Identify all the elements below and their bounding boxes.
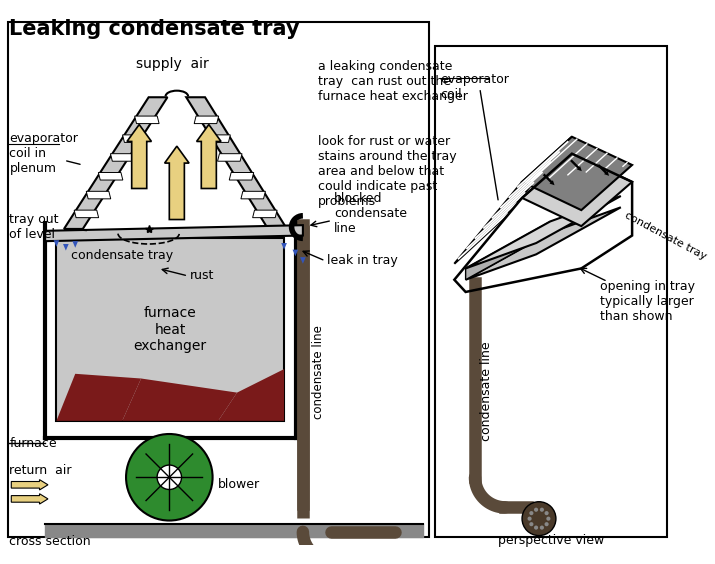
Text: tray out
of level: tray out of level: [9, 213, 59, 241]
Polygon shape: [218, 369, 284, 421]
Polygon shape: [194, 116, 219, 124]
Polygon shape: [465, 222, 551, 280]
Polygon shape: [522, 153, 632, 226]
Polygon shape: [54, 240, 59, 247]
Text: look for rust or water
stains around the tray
area and below that
could indicate: look for rust or water stains around the…: [318, 135, 457, 208]
Text: blower: blower: [218, 478, 260, 491]
Polygon shape: [122, 378, 237, 421]
Text: perspective view: perspective view: [498, 534, 604, 547]
Polygon shape: [206, 135, 230, 142]
Text: condensate tray: condensate tray: [623, 210, 708, 261]
Circle shape: [529, 522, 533, 526]
Text: evaporator
coil in
plenum: evaporator coil in plenum: [9, 132, 78, 175]
Circle shape: [534, 508, 538, 512]
Circle shape: [540, 508, 544, 512]
Circle shape: [126, 434, 212, 521]
Polygon shape: [56, 374, 141, 421]
Circle shape: [157, 465, 182, 490]
Text: supply  air: supply air: [136, 57, 209, 71]
Text: return  air: return air: [9, 464, 72, 477]
Bar: [56, 239, 284, 421]
Polygon shape: [74, 210, 99, 218]
Polygon shape: [217, 153, 242, 161]
Text: blocked
condensate
line: blocked condensate line: [334, 192, 407, 235]
Text: leak in tray: leak in tray: [327, 254, 398, 267]
Polygon shape: [252, 210, 277, 218]
FancyArrow shape: [11, 479, 48, 490]
Circle shape: [545, 522, 548, 526]
Text: evaporator
coil: evaporator coil: [440, 73, 509, 101]
Text: rust: rust: [190, 270, 214, 283]
Polygon shape: [122, 135, 147, 142]
Bar: [8, 22, 429, 537]
FancyArrow shape: [197, 125, 221, 188]
Polygon shape: [63, 244, 69, 250]
Polygon shape: [281, 243, 287, 250]
Polygon shape: [292, 250, 298, 256]
Text: condensate tray: condensate tray: [71, 249, 173, 262]
Polygon shape: [87, 191, 111, 199]
FancyArrow shape: [598, 164, 609, 176]
Polygon shape: [454, 136, 572, 264]
Polygon shape: [186, 97, 287, 229]
Polygon shape: [300, 257, 306, 264]
Polygon shape: [522, 136, 632, 210]
Text: condensate line: condensate line: [480, 341, 493, 440]
Polygon shape: [465, 208, 621, 280]
Polygon shape: [465, 196, 621, 268]
FancyArrow shape: [127, 125, 152, 188]
FancyArrow shape: [570, 160, 582, 171]
Polygon shape: [45, 225, 303, 241]
Polygon shape: [64, 97, 167, 229]
Polygon shape: [230, 173, 254, 180]
Text: furnace
heat
exchanger: furnace heat exchanger: [134, 306, 207, 353]
Text: Leaking condensate tray: Leaking condensate tray: [9, 19, 300, 39]
Circle shape: [534, 526, 538, 530]
Circle shape: [528, 517, 532, 521]
Text: a leaking condensate
tray  can rust out the
furnace heat exchanger: a leaking condensate tray can rust out t…: [318, 60, 468, 103]
Circle shape: [540, 526, 544, 530]
Circle shape: [545, 511, 548, 515]
Polygon shape: [241, 191, 265, 199]
Text: furnace: furnace: [9, 437, 57, 450]
FancyArrow shape: [11, 494, 48, 504]
FancyArrow shape: [543, 174, 555, 185]
Text: condensate line: condensate line: [312, 325, 325, 419]
Polygon shape: [110, 153, 135, 161]
Text: cross section: cross section: [9, 535, 91, 548]
FancyArrow shape: [164, 146, 189, 219]
Circle shape: [546, 517, 551, 521]
Polygon shape: [99, 173, 123, 180]
Circle shape: [529, 511, 533, 515]
Circle shape: [522, 502, 556, 536]
Text: opening in tray
typically larger
than shown: opening in tray typically larger than sh…: [600, 280, 695, 323]
Bar: [435, 46, 667, 537]
Polygon shape: [72, 241, 78, 248]
Polygon shape: [134, 116, 159, 124]
